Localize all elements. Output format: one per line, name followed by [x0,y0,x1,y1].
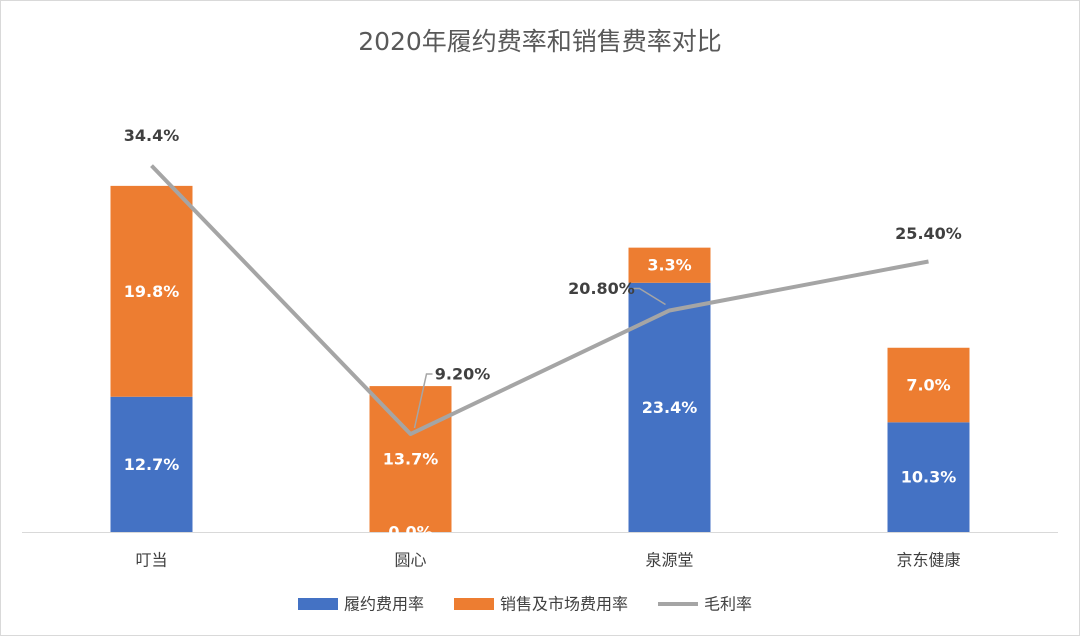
line-point-label-0: 34.4% [124,126,180,145]
bar-label-fulfillment-2: 23.4% [642,398,698,417]
line-point-label-2: 20.80% [568,279,635,298]
line-label-leader-2 [633,287,666,306]
legend-item-0: 履约费用率 [298,595,424,614]
labels-layer: 12.7% 19.8% 0.0% 13.7% 23.4% 3.3% 10.3% 7.0% 34.… [124,126,962,541]
line-gross-margin [150,164,929,437]
x-tick-label-1: 圆心 [394,551,426,570]
line-point-label-1: 9.20% [435,365,491,384]
legend-label-1: 销售及市场费用率 [500,595,628,614]
bar-label-fulfillment-1: 0.0% [388,523,432,542]
bar-fulfillment-0 [110,396,193,532]
bar-label-fulfillment-3: 10.3% [901,468,957,487]
axis-layer: 叮当 圆心 泉源堂 京东健康 [22,532,1058,570]
legend-item-2: 毛利率 [658,595,752,614]
legend-label-0: 履约费用率 [344,595,424,614]
bar-label-sales-0: 19.8% [124,282,180,301]
legend-item-1: 销售及市场费用率 [454,595,628,614]
bar-sales-1 [369,386,452,532]
bar-label-sales-3: 7.0% [906,376,950,395]
legend-swatch-0 [298,598,338,610]
bar-label-sales-2: 3.3% [647,256,691,275]
line-layer [150,164,929,437]
bar-sales-3 [887,347,970,423]
x-tick-label-3: 京东健康 [896,551,960,570]
legend-swatch-1 [454,598,494,610]
line-label-leader-1 [413,373,433,429]
x-tick-label-2: 泉源堂 [645,551,693,570]
legend-label-2: 毛利率 [704,595,752,614]
legend: 履约费用率 销售及市场费用率 毛利率 [298,595,752,614]
bar-sales-2 [628,247,711,283]
bar-label-fulfillment-0: 12.7% [124,455,180,474]
x-tick-label-0: 叮当 [135,551,167,570]
line-point-label-3: 25.40% [895,224,962,243]
chart-title: 2020年履约费率和销售费率对比 [358,27,722,56]
bar-fulfillment-3 [887,422,970,532]
bar-label-sales-1: 13.7% [383,450,439,469]
bar-sales-0 [110,185,193,397]
